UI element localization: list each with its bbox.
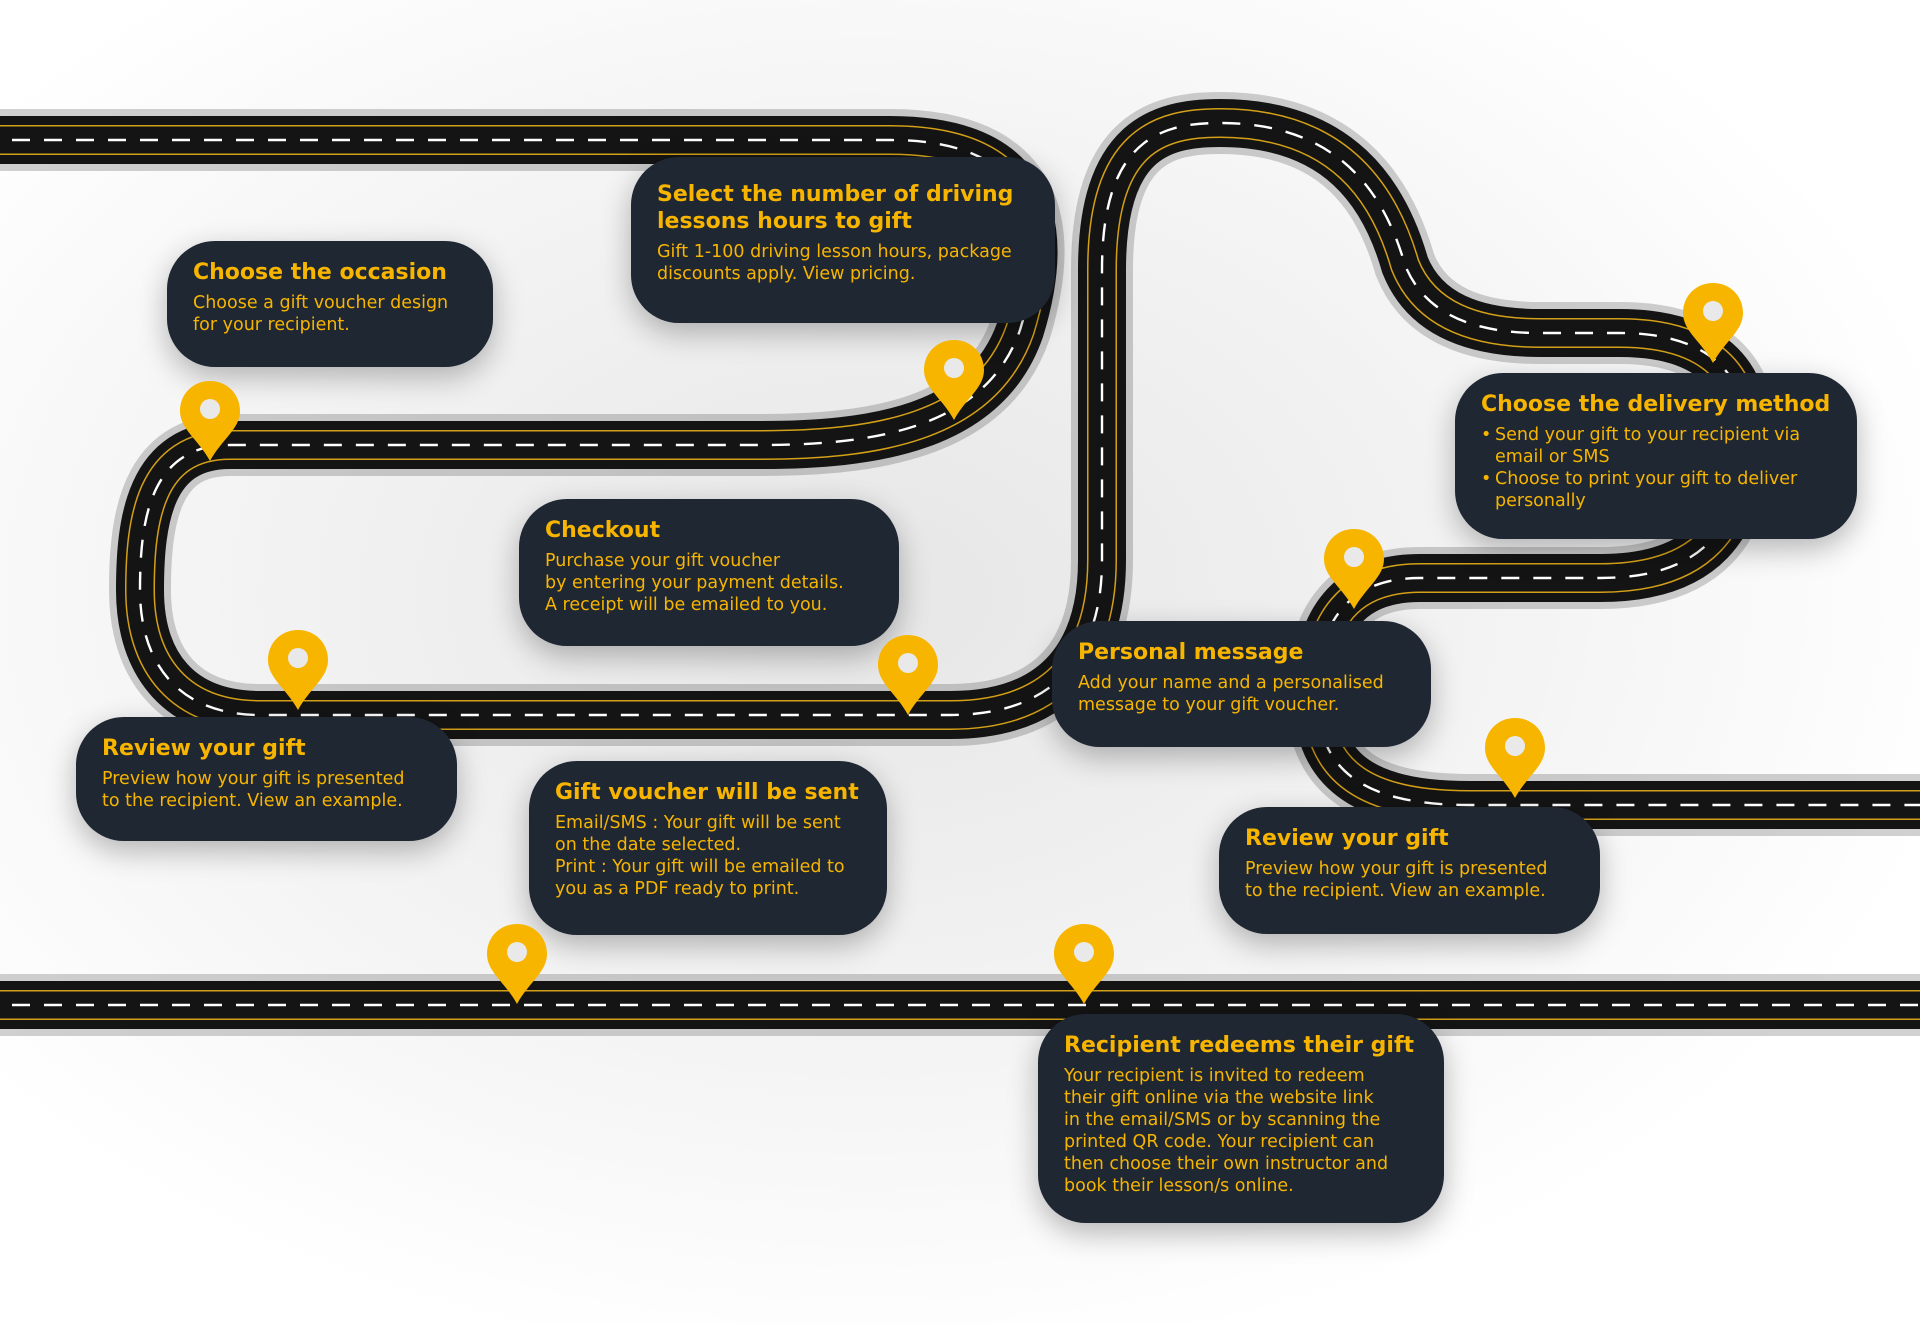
step-description: Preview how your gift is presented to th…: [1245, 859, 1548, 901]
step-title: Checkout: [545, 518, 661, 543]
step-card-personal-message: Personal message Add your name and a per…: [1052, 621, 1431, 747]
location-pin-icon: [1054, 924, 1114, 1004]
step-description: Your recipient is invited to redeem thei…: [1064, 1066, 1389, 1196]
location-pin-icon: [878, 635, 938, 715]
delivery-options-list: Send your gift to your recipient via ema…: [1481, 424, 1831, 512]
step-description: Purchase your gift voucher by entering y…: [545, 551, 844, 615]
step-description: Email/SMS : Your gift will be sent on th…: [555, 813, 845, 899]
step-card-checkout: Checkout Purchase your gift voucher by e…: [519, 499, 899, 646]
location-pin-icon: [180, 381, 240, 461]
step-card-choose-occasion: Choose the occasion Choose a gift vouche…: [167, 241, 493, 367]
location-pin-icon: [268, 630, 328, 710]
step-card-delivery-method: Choose the delivery method Send your gif…: [1455, 373, 1857, 539]
location-pin-icon: [487, 924, 547, 1004]
step-card-recipient-redeems: Recipient redeems their gift Your recipi…: [1038, 1014, 1444, 1223]
step-title: Choose the occasion: [193, 260, 447, 285]
step-title: Recipient redeems their gift: [1064, 1033, 1415, 1058]
road-lane-marking: [0, 121, 1920, 807]
step-title: Review your gift: [1245, 826, 1449, 851]
step-title: Personal message: [1078, 640, 1304, 665]
step-card-review-gift-left: Review your gift Preview how your gift i…: [76, 717, 457, 841]
delivery-option-print: Choose to print your gift to deliver per…: [1481, 468, 1831, 512]
step-description: Preview how your gift is presented to th…: [102, 769, 405, 811]
step-title: Gift voucher will be sent: [555, 780, 859, 805]
location-pin-icon: [924, 340, 984, 420]
step-card-select-hours: Select the number of driving lessons hou…: [631, 157, 1055, 323]
step-description: Add your name and a personalised message…: [1078, 673, 1384, 715]
step-description: Gift 1-100 driving lesson hours, package…: [657, 242, 1012, 284]
location-pin-icon: [1485, 718, 1545, 798]
location-pin-icon: [1324, 529, 1384, 609]
step-title: Review your gift: [102, 736, 306, 761]
step-card-review-gift-right: Review your gift Preview how your gift i…: [1219, 807, 1600, 934]
delivery-option-email-sms: Send your gift to your recipient via ema…: [1481, 424, 1831, 468]
step-title: Choose the delivery method: [1481, 392, 1831, 417]
step-description: Choose a gift voucher design for your re…: [193, 293, 449, 335]
location-pin-icon: [1683, 283, 1743, 363]
step-title: Select the number of driving lessons hou…: [657, 182, 1014, 234]
road-network: [0, 92, 1920, 1036]
step-card-voucher-sent: Gift voucher will be sent Email/SMS : Yo…: [529, 761, 887, 935]
